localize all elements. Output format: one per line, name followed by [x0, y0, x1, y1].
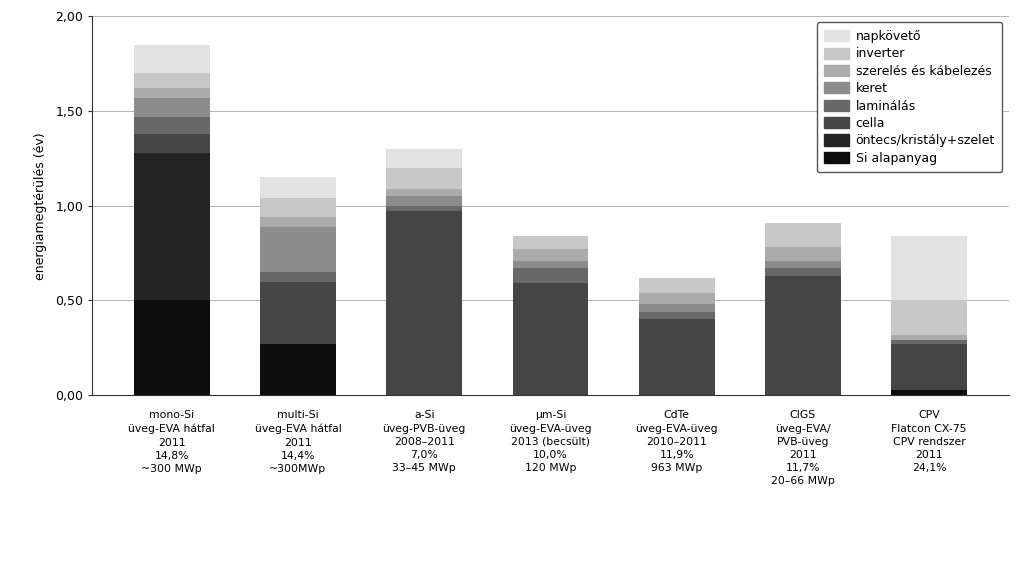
Bar — [386, 196, 462, 206]
Bar — [639, 312, 715, 320]
Bar — [134, 301, 210, 395]
Bar — [260, 177, 336, 198]
Bar — [639, 304, 715, 312]
Bar — [891, 301, 967, 335]
Bar — [891, 389, 967, 395]
Bar — [134, 73, 210, 88]
Bar — [386, 189, 462, 196]
Text: CdTe
üveg-EVA-üveg
2010–2011
11,9%
963 MWp: CdTe üveg-EVA-üveg 2010–2011 11,9% 963 M… — [635, 410, 718, 473]
Bar — [134, 98, 210, 117]
Bar — [134, 134, 210, 153]
Bar — [386, 149, 462, 168]
Bar — [134, 153, 210, 301]
Bar — [891, 335, 967, 340]
Bar — [891, 344, 967, 389]
Text: a-Si
üveg-PVB-üveg
2008–2011
7,0%
33–45 MWp: a-Si üveg-PVB-üveg 2008–2011 7,0% 33–45 … — [383, 410, 466, 473]
Bar — [639, 293, 715, 304]
Legend: napkövető, inverter, szerelés és kábelezés, keret, laminálás, cella, öntecs/kris: napkövető, inverter, szerelés és kábelez… — [817, 23, 1002, 172]
Bar — [765, 261, 841, 268]
Bar — [386, 168, 462, 189]
Text: CPV
Flatcon CX-75
CPV rendszer
2011
24,1%: CPV Flatcon CX-75 CPV rendszer 2011 24,1… — [891, 410, 967, 473]
Bar — [260, 198, 336, 217]
Bar — [513, 236, 588, 249]
Text: CIGS
üveg-EVA/
PVB-üveg
2011
11,7%
20–66 MWp: CIGS üveg-EVA/ PVB-üveg 2011 11,7% 20–66… — [771, 410, 835, 486]
Bar — [765, 268, 841, 276]
Bar — [765, 248, 841, 261]
Bar — [260, 227, 336, 272]
Bar — [513, 261, 588, 268]
Bar — [260, 272, 336, 282]
Bar — [891, 340, 967, 344]
Bar — [134, 88, 210, 98]
Bar — [891, 236, 967, 301]
Text: mono-Si
üveg-EVA hátfal
2011
14,8%
~300 MWp: mono-Si üveg-EVA hátfal 2011 14,8% ~300 … — [128, 410, 215, 474]
Bar — [260, 344, 336, 395]
Bar — [513, 283, 588, 395]
Bar — [386, 211, 462, 395]
Text: multi-Si
üveg-EVA hátfal
2011
14,4%
~300MWp: multi-Si üveg-EVA hátfal 2011 14,4% ~300… — [255, 410, 341, 474]
Bar — [639, 320, 715, 395]
Bar — [386, 206, 462, 211]
Bar — [134, 117, 210, 134]
Bar — [513, 249, 588, 261]
Bar — [260, 217, 336, 227]
Bar — [134, 44, 210, 73]
Bar — [765, 223, 841, 248]
Y-axis label: energiamegtérülés (év): energiamegtérülés (év) — [34, 132, 47, 279]
Text: μm-Si
üveg-EVA-üveg
2013 (becsült)
10,0%
120 MWp: μm-Si üveg-EVA-üveg 2013 (becsült) 10,0%… — [509, 410, 592, 473]
Bar — [765, 276, 841, 395]
Bar — [639, 278, 715, 293]
Bar — [260, 282, 336, 344]
Bar — [513, 268, 588, 283]
